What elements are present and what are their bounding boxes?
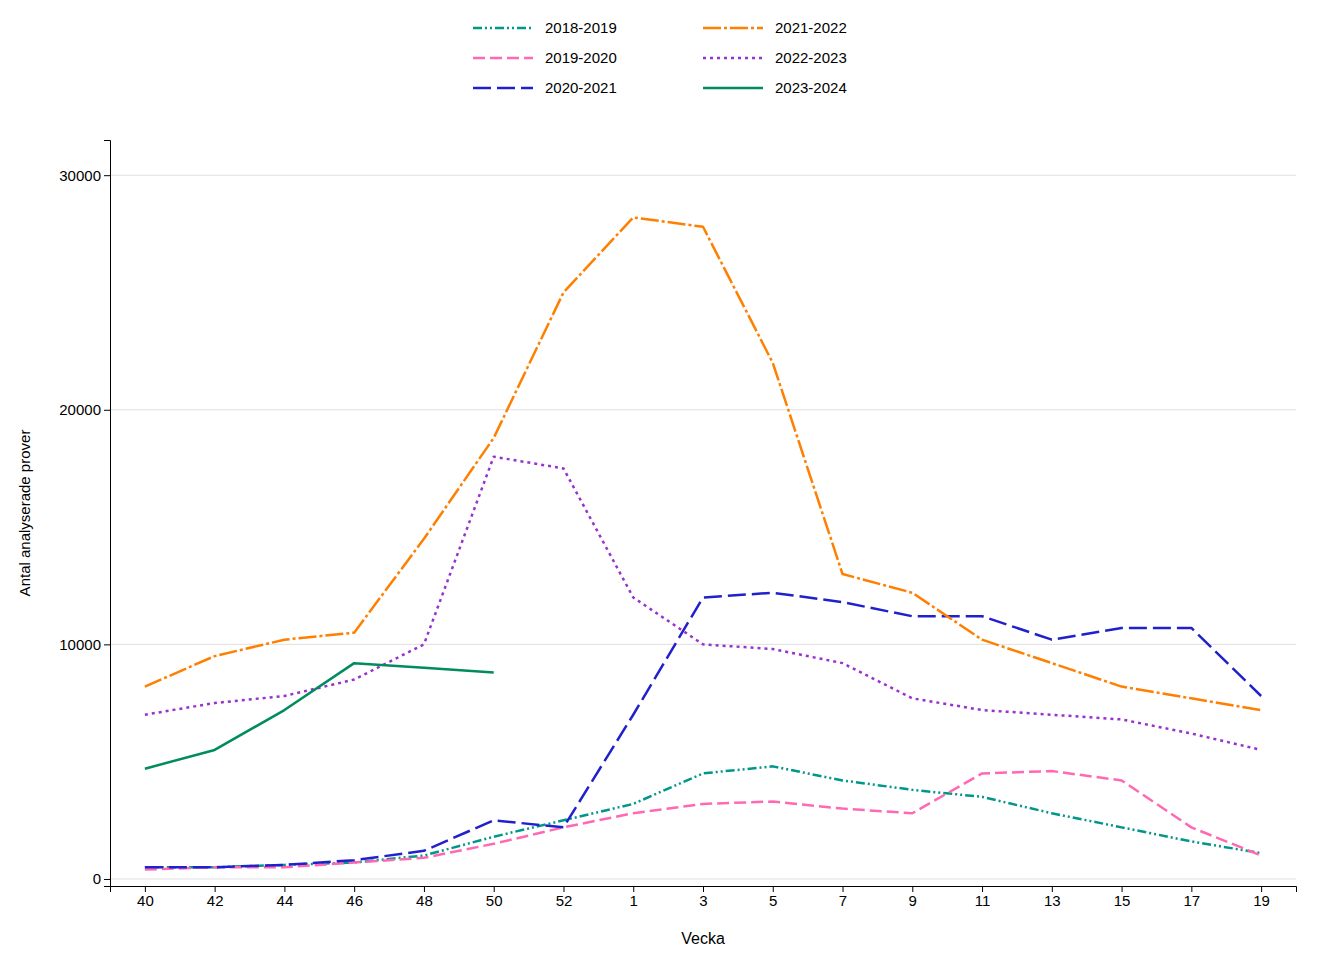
- x-tick-label: 46: [346, 892, 363, 909]
- x-tick-label: 11: [975, 892, 991, 909]
- x-tick: 9: [909, 886, 917, 909]
- x-tick-label: 52: [556, 892, 573, 909]
- x-axis: 40424446485052135791113151719: [111, 886, 1297, 909]
- x-tick: 7: [839, 886, 847, 909]
- series-line: [145, 593, 1261, 867]
- y-tick: 30000: [59, 166, 110, 183]
- x-tick: 40: [137, 886, 154, 909]
- x-tick: 42: [207, 886, 224, 909]
- x-tick: 5: [769, 886, 777, 909]
- x-tick: 46: [346, 886, 363, 909]
- y-tick-label: 0: [93, 870, 101, 887]
- y-axis: 0 10000 20000 30000: [59, 141, 110, 888]
- legend-swatch: [703, 87, 763, 90]
- y-tick-label: 30000: [59, 166, 101, 183]
- chart: 4042444648505213579111315171901000020000…: [0, 0, 1336, 971]
- y-tick-mark: [104, 879, 110, 880]
- x-tick: 3: [699, 886, 707, 909]
- x-axis-title: Vecka: [681, 930, 725, 947]
- legend-swatch: [703, 27, 763, 30]
- x-tick-label: 1: [630, 892, 638, 909]
- x-tick-label: 9: [909, 892, 917, 909]
- x-tick-label: 19: [1253, 892, 1270, 909]
- y-tick: 20000: [59, 401, 110, 418]
- y-tick-mark: [104, 410, 110, 411]
- x-tick: 17: [1184, 886, 1201, 909]
- y-tick-mark: [104, 175, 110, 176]
- x-tick-label: 5: [769, 892, 777, 909]
- series-line: [145, 457, 1261, 750]
- x-tick-label: 15: [1114, 892, 1131, 909]
- grid-line: [110, 175, 1296, 176]
- legend-label: 2021-2022: [775, 19, 847, 36]
- grid: [110, 175, 1296, 879]
- x-tick-label: 50: [486, 892, 503, 909]
- x-tick-label: 3: [699, 892, 707, 909]
- y-axis-title: Antal analyserade prover: [16, 430, 33, 597]
- legend-label: 2020-2021: [545, 79, 617, 96]
- x-tick-label: 40: [137, 892, 154, 909]
- y-tick-mark: [104, 644, 110, 645]
- plot-area: 4042444648505213579111315171901000020000…: [59, 141, 1296, 909]
- x-tick: 15: [1114, 886, 1131, 909]
- x-tick-label: 7: [839, 892, 847, 909]
- x-tick: 1: [630, 886, 638, 909]
- legend-item: 2023-2024: [703, 79, 847, 96]
- x-tick: 44: [277, 886, 294, 909]
- legend-item: 2019-2020: [473, 49, 617, 66]
- legend-item: 2020-2021: [473, 79, 617, 96]
- series-line: [145, 766, 1261, 867]
- x-tick: 48: [416, 886, 433, 909]
- grid-line: [110, 409, 1296, 410]
- x-tick: 19: [1253, 886, 1270, 909]
- x-tick: 52: [556, 886, 573, 909]
- x-tick: 11: [975, 886, 991, 909]
- series-line: [145, 663, 494, 769]
- grid-line: [110, 878, 1296, 879]
- y-axis-line: [104, 141, 111, 887]
- x-tick-label: 42: [207, 892, 224, 909]
- x-tick-label: 48: [416, 892, 433, 909]
- legend-swatch: [473, 27, 533, 30]
- legend-item: 2018-2019: [473, 19, 617, 36]
- x-tick-label: 17: [1184, 892, 1201, 909]
- x-tick: 13: [1044, 886, 1061, 909]
- legend-swatch: [703, 57, 763, 60]
- legend-label: 2019-2020: [545, 49, 617, 66]
- legend-swatch: [473, 57, 533, 60]
- legend-label: 2023-2024: [775, 79, 847, 96]
- series-line: [145, 771, 1261, 870]
- legend-label: 2022-2023: [775, 49, 847, 66]
- legend-label: 2018-2019: [545, 19, 617, 36]
- y-tick-label: 10000: [59, 636, 101, 653]
- y-tick-label: 20000: [59, 401, 101, 418]
- legend-swatch: [473, 87, 533, 90]
- x-tick: 50: [486, 886, 503, 909]
- series-line: [145, 217, 1261, 710]
- lines: [145, 217, 1261, 869]
- x-tick-label: 44: [277, 892, 294, 909]
- legend: 2018-2019 2019-2020 2020-2021 2021-2022 2022…: [473, 19, 847, 96]
- legend-item: 2022-2023: [703, 49, 847, 66]
- legend-item: 2021-2022: [703, 19, 847, 36]
- y-tick: 0: [93, 870, 110, 887]
- y-tick: 10000: [59, 636, 110, 653]
- x-tick-label: 13: [1044, 892, 1061, 909]
